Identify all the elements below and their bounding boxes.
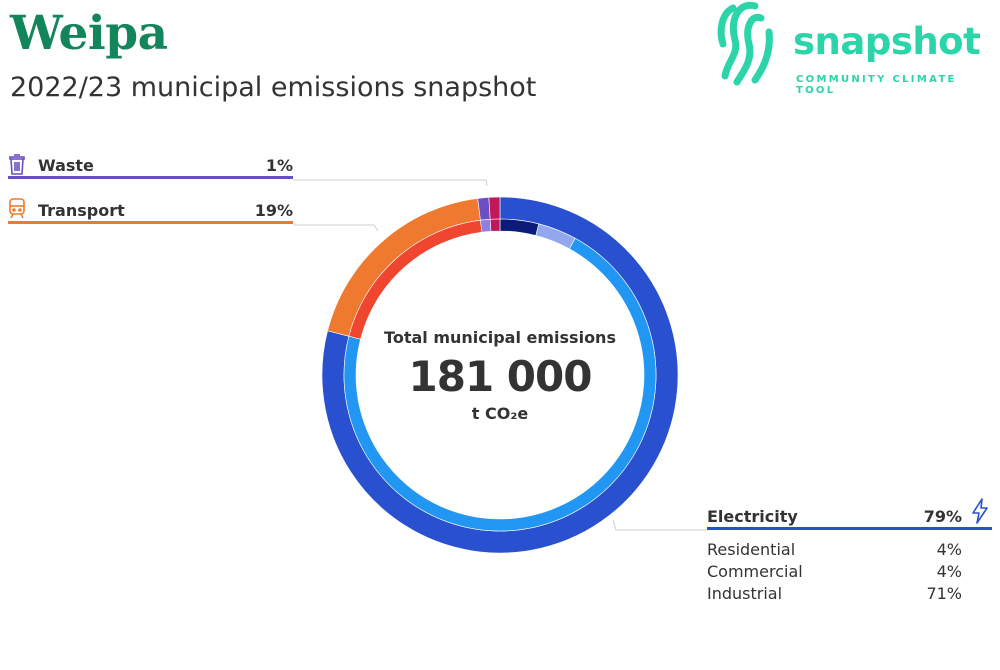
outer-slice-slice-3: [488, 196, 501, 220]
snapshot-logo-icon: [717, 1, 773, 86]
waste-leader-line: [293, 179, 488, 187]
sub-commercial-pct: 4%: [936, 562, 962, 581]
legend-transport-pct: 19%: [254, 201, 293, 220]
inner-slice-slice-4: [480, 218, 492, 233]
legend-electricity-sub-commercial: Commercial 4%: [707, 562, 962, 584]
center-label: Total municipal emissions: [384, 328, 616, 347]
legend-transport-label: Transport: [38, 201, 125, 220]
center-value: 181 000: [408, 352, 593, 401]
leader-lines: [293, 179, 707, 531]
legend-transport-underline: [8, 221, 293, 224]
inner-ring: [343, 218, 657, 532]
trash-icon: [9, 154, 25, 175]
legend-waste-label: Waste: [38, 156, 94, 175]
page-title: Weipa: [10, 6, 168, 61]
legend-waste-underline: [8, 176, 293, 179]
center-unit: t CO₂e: [471, 404, 529, 423]
electricity-leader-line: [612, 519, 707, 531]
legend-electricity-sub-residential: Residential 4%: [707, 540, 962, 562]
legend-electricity-underline: [707, 527, 992, 530]
legend-electricity-sub-industrial: Industrial 71%: [707, 584, 962, 606]
sub-industrial-pct: 71%: [926, 584, 962, 603]
sub-residential-label: Residential: [707, 540, 796, 559]
sub-commercial-label: Commercial: [707, 562, 803, 581]
legend-electricity-pct: 79%: [923, 507, 962, 526]
legend-waste: Waste 1%: [8, 154, 293, 179]
page-subtitle: 2022/23 municipal emissions snapshot: [10, 72, 537, 103]
logo-wordmark: snapshot: [793, 20, 981, 63]
train-icon: [9, 198, 25, 219]
sub-industrial-label: Industrial: [707, 584, 783, 603]
logo-tagline: COMMUNITY CLIMATE TOOL: [796, 74, 957, 96]
legend-waste-pct: 1%: [265, 156, 293, 175]
legend-electricity-label: Electricity: [707, 507, 798, 526]
inner-slice-slice-5: [489, 218, 501, 232]
legend-electricity: Electricity 79%: [707, 498, 992, 530]
lightning-icon: [972, 498, 988, 524]
transport-leader-line: [293, 224, 379, 232]
sub-residential-pct: 4%: [936, 540, 962, 559]
legend-transport: Transport 19%: [8, 198, 293, 224]
